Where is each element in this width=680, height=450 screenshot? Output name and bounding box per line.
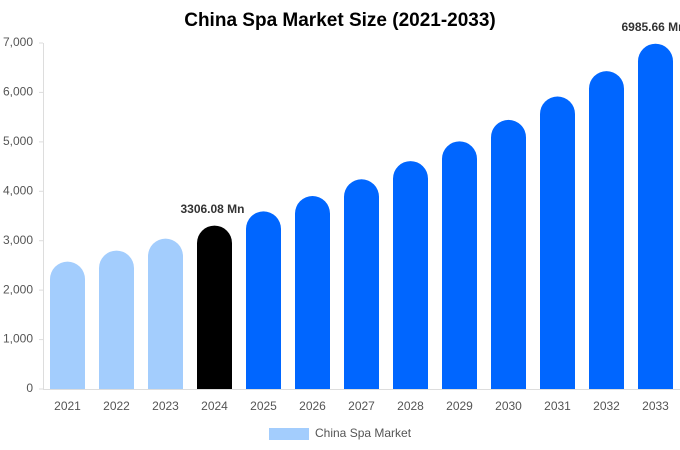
x-tick-label: 2033 [642, 399, 669, 413]
x-tick-label: 2022 [103, 399, 130, 413]
legend-label: China Spa Market [315, 426, 412, 440]
bar [638, 43, 673, 390]
y-tick-label: 2,000 [3, 282, 33, 296]
bar [442, 141, 477, 389]
bar [589, 71, 624, 389]
y-tick-label: 4,000 [3, 183, 33, 197]
bar [344, 179, 379, 389]
bar [393, 161, 428, 389]
bar [148, 238, 183, 389]
x-tick-label: 2030 [495, 399, 522, 413]
bar [540, 96, 575, 389]
y-tick-label: 6,000 [3, 85, 33, 99]
y-tick-label: 3,000 [3, 233, 33, 247]
bar [50, 261, 85, 389]
bar [295, 196, 330, 389]
x-tick-label: 2023 [152, 399, 179, 413]
bar [197, 225, 232, 389]
bar [491, 119, 526, 389]
data-label: 3306.08 Mn [180, 202, 244, 216]
x-tick-label: 2029 [446, 399, 473, 413]
x-tick-label: 2026 [299, 399, 326, 413]
x-tick-label: 2031 [544, 399, 571, 413]
x-tick-label: 2028 [397, 399, 424, 413]
y-tick-label: 1,000 [3, 332, 33, 346]
x-tick-label: 2024 [201, 399, 228, 413]
x-tick-label: 2027 [348, 399, 375, 413]
bar [246, 211, 281, 389]
x-tick-label: 2032 [593, 399, 620, 413]
data-label: 6985.66 Mn [621, 20, 680, 34]
bar [99, 250, 134, 389]
legend-swatch [269, 428, 309, 440]
y-tick-label: 0 [26, 381, 33, 395]
x-tick-label: 2025 [250, 399, 277, 413]
chart-title: China Spa Market Size (2021-2033) [184, 10, 496, 31]
y-tick-label: 5,000 [3, 134, 33, 148]
x-tick-label: 2021 [54, 399, 81, 413]
y-tick-label: 7,000 [3, 35, 33, 49]
